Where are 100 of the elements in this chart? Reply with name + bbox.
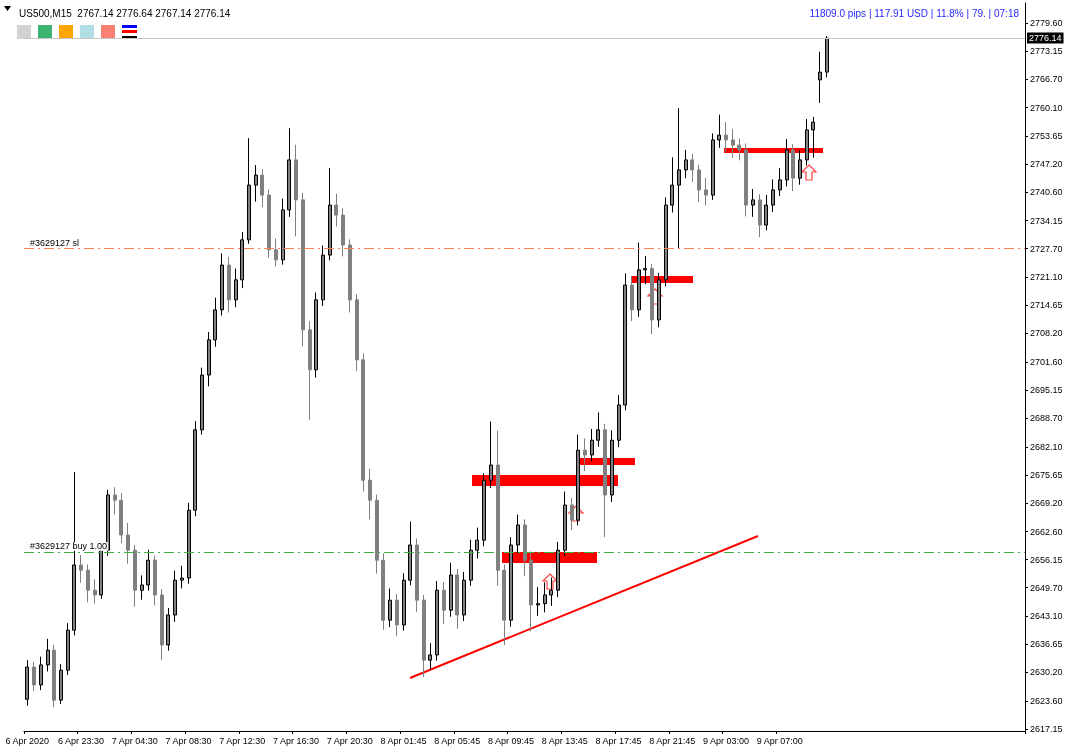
candlestick	[516, 514, 520, 554]
candlestick	[187, 502, 191, 585]
candlestick	[771, 178, 775, 213]
ref-line-label: #3629127 sl	[30, 237, 80, 248]
candlestick	[193, 420, 197, 517]
x-tick-label: 8 Apr 17:45	[595, 735, 642, 746]
candlestick	[455, 568, 459, 630]
candlestick	[509, 536, 513, 628]
y-tick-label: 2675.65	[1030, 469, 1063, 480]
x-tick-label: 8 Apr 13:45	[541, 735, 588, 746]
annotation: 11809.0 pips | 117.91 USD | 11.8% | 79. | 07:18	[809, 7, 1020, 19]
candlestick	[52, 644, 56, 708]
candlestick	[180, 565, 184, 589]
candlestick	[724, 121, 728, 153]
candlestick	[355, 293, 359, 372]
y-tick-label: 2617.15	[1030, 724, 1063, 735]
x-tick-label: 7 Apr 08:30	[165, 735, 212, 746]
candlestick	[274, 238, 278, 267]
candlestick	[254, 164, 258, 203]
candlestick	[610, 429, 614, 503]
chart-title: US500,M15 2767.14 2776.64 2767.14 2776.14	[19, 7, 231, 19]
y-tick-label: 2727.70	[1030, 243, 1063, 254]
y-tick-label: 2779.60	[1030, 17, 1063, 28]
candlestick	[267, 188, 271, 259]
candlestick	[482, 472, 486, 547]
y-tick-label: 2688.70	[1030, 413, 1063, 424]
x-tick-label: 6 Apr 23:30	[58, 735, 105, 746]
candlestick	[153, 554, 157, 606]
candlestick	[126, 522, 130, 565]
candlestick	[758, 193, 762, 238]
candlestick	[213, 297, 217, 348]
candlestick	[86, 564, 90, 603]
candlestick	[368, 468, 372, 520]
candlestick	[563, 491, 567, 557]
candlestick	[240, 231, 244, 289]
candlestick	[576, 434, 580, 526]
y-tick-label: 2721.10	[1030, 272, 1063, 283]
x-tick-label: 7 Apr 12:30	[219, 735, 266, 746]
candlestick	[798, 149, 802, 186]
candlestick	[314, 291, 318, 379]
y-tick-label: 2701.60	[1030, 357, 1063, 367]
candlestick	[737, 138, 741, 161]
candlestick	[227, 256, 231, 313]
y-tick-label: 2649.70	[1030, 582, 1063, 593]
x-tick-label: 9 Apr 07:00	[756, 735, 803, 746]
candlestick	[301, 192, 305, 347]
candlestick	[113, 486, 117, 516]
x-tick-label: 7 Apr 04:30	[111, 735, 158, 746]
candlestick	[529, 551, 533, 632]
candlestick	[32, 661, 36, 692]
candlestick	[704, 177, 708, 207]
x-tick-label: 8 Apr 01:45	[380, 735, 427, 746]
candlestick	[348, 238, 352, 313]
candlestick	[166, 607, 170, 652]
y-tick-label: 2656.15	[1030, 554, 1063, 565]
y-tick-label: 2753.65	[1030, 130, 1063, 141]
candlestick	[778, 167, 782, 197]
x-tick-label: 9 Apr 03:00	[703, 735, 750, 746]
candlestick	[697, 164, 701, 203]
candlestick	[93, 578, 97, 605]
candlestick	[133, 544, 137, 608]
candlestick	[361, 352, 365, 493]
y-tick-label: 2643.10	[1030, 611, 1063, 622]
candlestick	[570, 497, 574, 531]
candlestick	[596, 411, 600, 448]
candlestick	[496, 430, 500, 587]
candlestick	[475, 527, 479, 559]
candlestick	[811, 116, 815, 159]
candlestick	[220, 252, 224, 316]
candlestick	[751, 188, 755, 218]
candlestick	[260, 168, 264, 208]
candlestick	[281, 198, 285, 266]
candlestick	[805, 118, 809, 167]
candlestick	[643, 255, 647, 285]
candlestick	[422, 594, 426, 678]
y-tick-label: 2630.20	[1030, 667, 1063, 678]
candlestick	[717, 114, 721, 149]
candlestick	[381, 552, 385, 631]
x-tick-label: 8 Apr 21:45	[649, 735, 696, 746]
candlestick	[469, 539, 473, 587]
y-tick-label: 2760.10	[1030, 102, 1063, 113]
candlestick	[140, 574, 144, 601]
candlestick	[818, 51, 822, 104]
y-tick-label: 2708.20	[1030, 328, 1063, 339]
ref-line-label: 2776.14	[1029, 33, 1062, 44]
candlestick	[502, 564, 506, 646]
y-tick-label: 2695.15	[1030, 385, 1063, 396]
candlestick	[341, 207, 345, 257]
y-tick-label: 2636.65	[1030, 639, 1063, 650]
candlestick	[523, 518, 527, 577]
candlestick	[287, 127, 291, 218]
candlestick	[308, 320, 312, 421]
candlestick	[294, 144, 298, 237]
candlestick	[690, 153, 694, 183]
candlestick	[677, 107, 681, 250]
candlestick	[650, 263, 654, 335]
candlestick	[442, 581, 446, 625]
candlestick	[402, 572, 406, 632]
candlestick	[39, 656, 43, 691]
candlestick	[590, 428, 594, 462]
